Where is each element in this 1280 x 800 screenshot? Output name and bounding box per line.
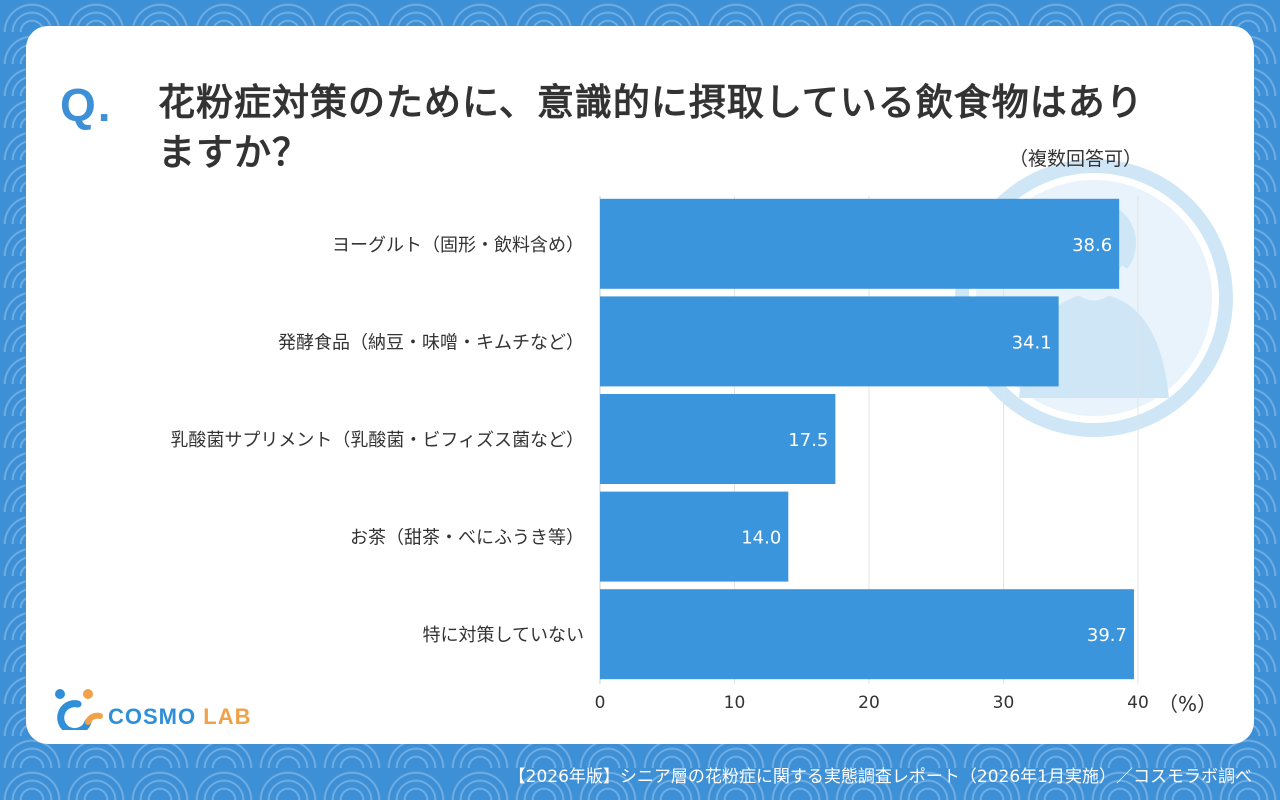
bar — [600, 198, 1120, 289]
x-tick-label: 20 — [858, 693, 880, 713]
bar-value-label: 39.7 — [1087, 625, 1127, 646]
bar — [600, 394, 836, 484]
multiple-answer-note: （複数回答可） — [1008, 148, 1142, 170]
x-tick-label: 0 — [595, 693, 606, 713]
category-label: ヨーグルト（固形・飲料含め） — [332, 235, 584, 256]
question-mark-label: Q. — [60, 79, 113, 131]
bar — [600, 491, 789, 582]
cosmo-lab-logo — [55, 689, 103, 730]
bar-value-label: 34.1 — [1012, 332, 1052, 353]
x-tick-label: 40 — [1127, 693, 1149, 713]
logo-text-cosmo: COSMO — [108, 704, 197, 729]
bar-value-label: 38.6 — [1072, 235, 1112, 256]
logo-text-lab: LAB — [203, 704, 252, 729]
logo-text: COSMO LAB — [108, 704, 251, 730]
bar — [600, 589, 1134, 680]
x-tick-label: 30 — [993, 693, 1015, 713]
category-label: 乳酸菌サプリメント（乳酸菌・ビフィズス菌など） — [170, 430, 584, 451]
bar-value-label: 14.0 — [741, 528, 781, 549]
category-label: お茶（甜茶・べにふうき等） — [350, 528, 584, 549]
bar — [600, 296, 1059, 387]
x-tick-label: 10 — [724, 693, 746, 713]
category-label: 特に対策していない — [423, 625, 584, 646]
bar-value-label: 17.5 — [788, 430, 828, 451]
page-title: 花粉症対策のために、意識的に摂取している飲食物はありますか？ — [158, 81, 1144, 174]
x-unit-label: （%） — [1158, 692, 1217, 716]
footer-source: 【2026年版】シニア層の花粉症に関する実態調査レポート（2026年1月実施）／… — [508, 767, 1252, 787]
category-label: 発酵食品（納豆・味噌・キムチなど） — [278, 332, 584, 353]
